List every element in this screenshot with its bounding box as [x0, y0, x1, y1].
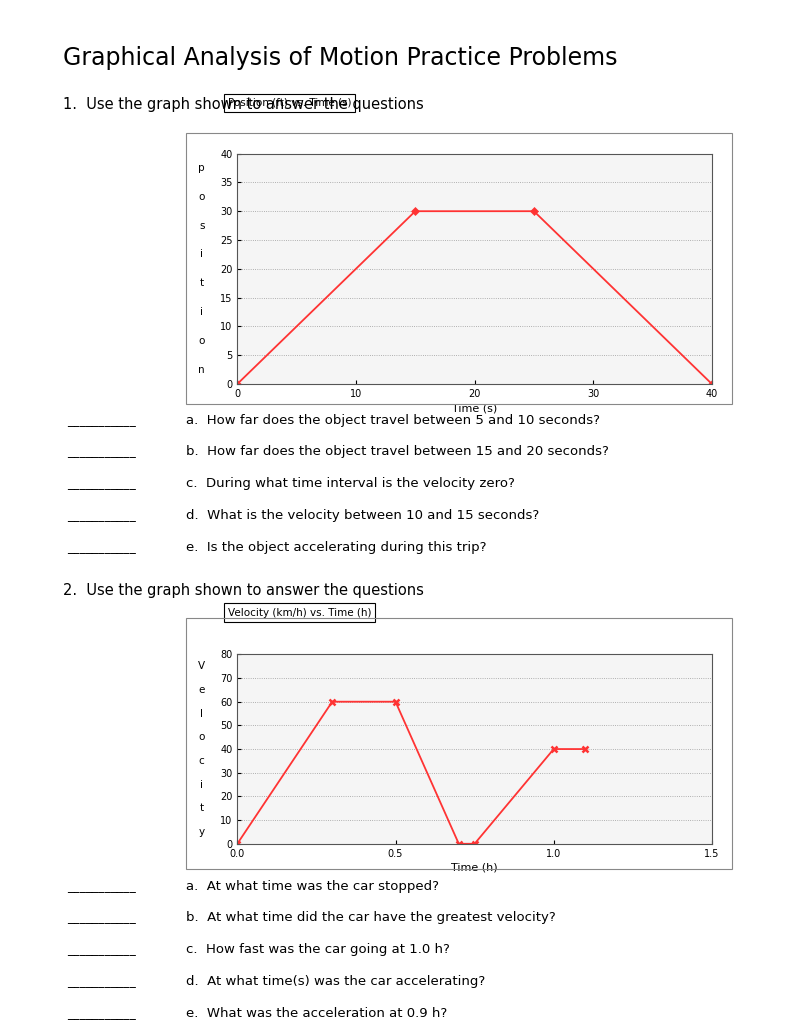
Text: ___________: ___________ — [67, 975, 136, 988]
Text: ___________: ___________ — [67, 911, 136, 925]
Text: c: c — [199, 756, 205, 766]
Text: V: V — [198, 662, 206, 671]
Text: ___________: ___________ — [67, 1007, 136, 1020]
Text: c.  How fast was the car going at 1.0 h?: c. How fast was the car going at 1.0 h? — [186, 943, 450, 956]
Text: a.  At what time was the car stopped?: a. At what time was the car stopped? — [186, 880, 439, 893]
Text: n: n — [199, 365, 205, 375]
Text: 1.  Use the graph shown to answer the questions: 1. Use the graph shown to answer the que… — [63, 97, 424, 113]
Text: a.  How far does the object travel between 5 and 10 seconds?: a. How far does the object travel betwee… — [186, 414, 600, 427]
Text: Velocity (km/h) vs. Time (h): Velocity (km/h) vs. Time (h) — [228, 607, 371, 617]
Text: o: o — [199, 191, 205, 202]
Text: ___________: ___________ — [67, 477, 136, 490]
Text: t: t — [199, 279, 204, 288]
Text: Position (ft) vs. Time (s): Position (ft) vs. Time (s) — [228, 98, 351, 108]
Text: Graphical Analysis of Motion Practice Problems: Graphical Analysis of Motion Practice Pr… — [63, 46, 618, 70]
Text: i: i — [200, 779, 203, 790]
Text: o: o — [199, 732, 205, 742]
Text: l: l — [200, 709, 203, 719]
Text: ___________: ___________ — [67, 541, 136, 554]
Text: d.  What is the velocity between 10 and 15 seconds?: d. What is the velocity between 10 and 1… — [186, 509, 539, 522]
Text: e.  Is the object accelerating during this trip?: e. Is the object accelerating during thi… — [186, 541, 486, 554]
Text: ___________: ___________ — [67, 943, 136, 956]
Text: ___________: ___________ — [67, 880, 136, 893]
Text: ___________: ___________ — [67, 414, 136, 427]
Text: b.  How far does the object travel between 15 and 20 seconds?: b. How far does the object travel betwee… — [186, 445, 609, 459]
Text: i: i — [200, 307, 203, 317]
Text: e: e — [199, 685, 205, 695]
Text: e.  What was the acceleration at 0.9 h?: e. What was the acceleration at 0.9 h? — [186, 1007, 447, 1020]
Text: s: s — [199, 220, 204, 230]
Text: d.  At what time(s) was the car accelerating?: d. At what time(s) was the car accelerat… — [186, 975, 485, 988]
Text: p: p — [199, 163, 205, 173]
Text: 2.  Use the graph shown to answer the questions: 2. Use the graph shown to answer the que… — [63, 583, 424, 598]
Text: ___________: ___________ — [67, 445, 136, 459]
X-axis label: Time (s): Time (s) — [452, 403, 498, 413]
Text: i: i — [200, 250, 203, 259]
Text: o: o — [199, 336, 205, 346]
Text: b.  At what time did the car have the greatest velocity?: b. At what time did the car have the gre… — [186, 911, 555, 925]
Text: c.  During what time interval is the velocity zero?: c. During what time interval is the velo… — [186, 477, 515, 490]
Text: y: y — [199, 827, 205, 837]
Text: ___________: ___________ — [67, 509, 136, 522]
X-axis label: Time (h): Time (h) — [452, 863, 498, 872]
Text: t: t — [199, 803, 204, 813]
